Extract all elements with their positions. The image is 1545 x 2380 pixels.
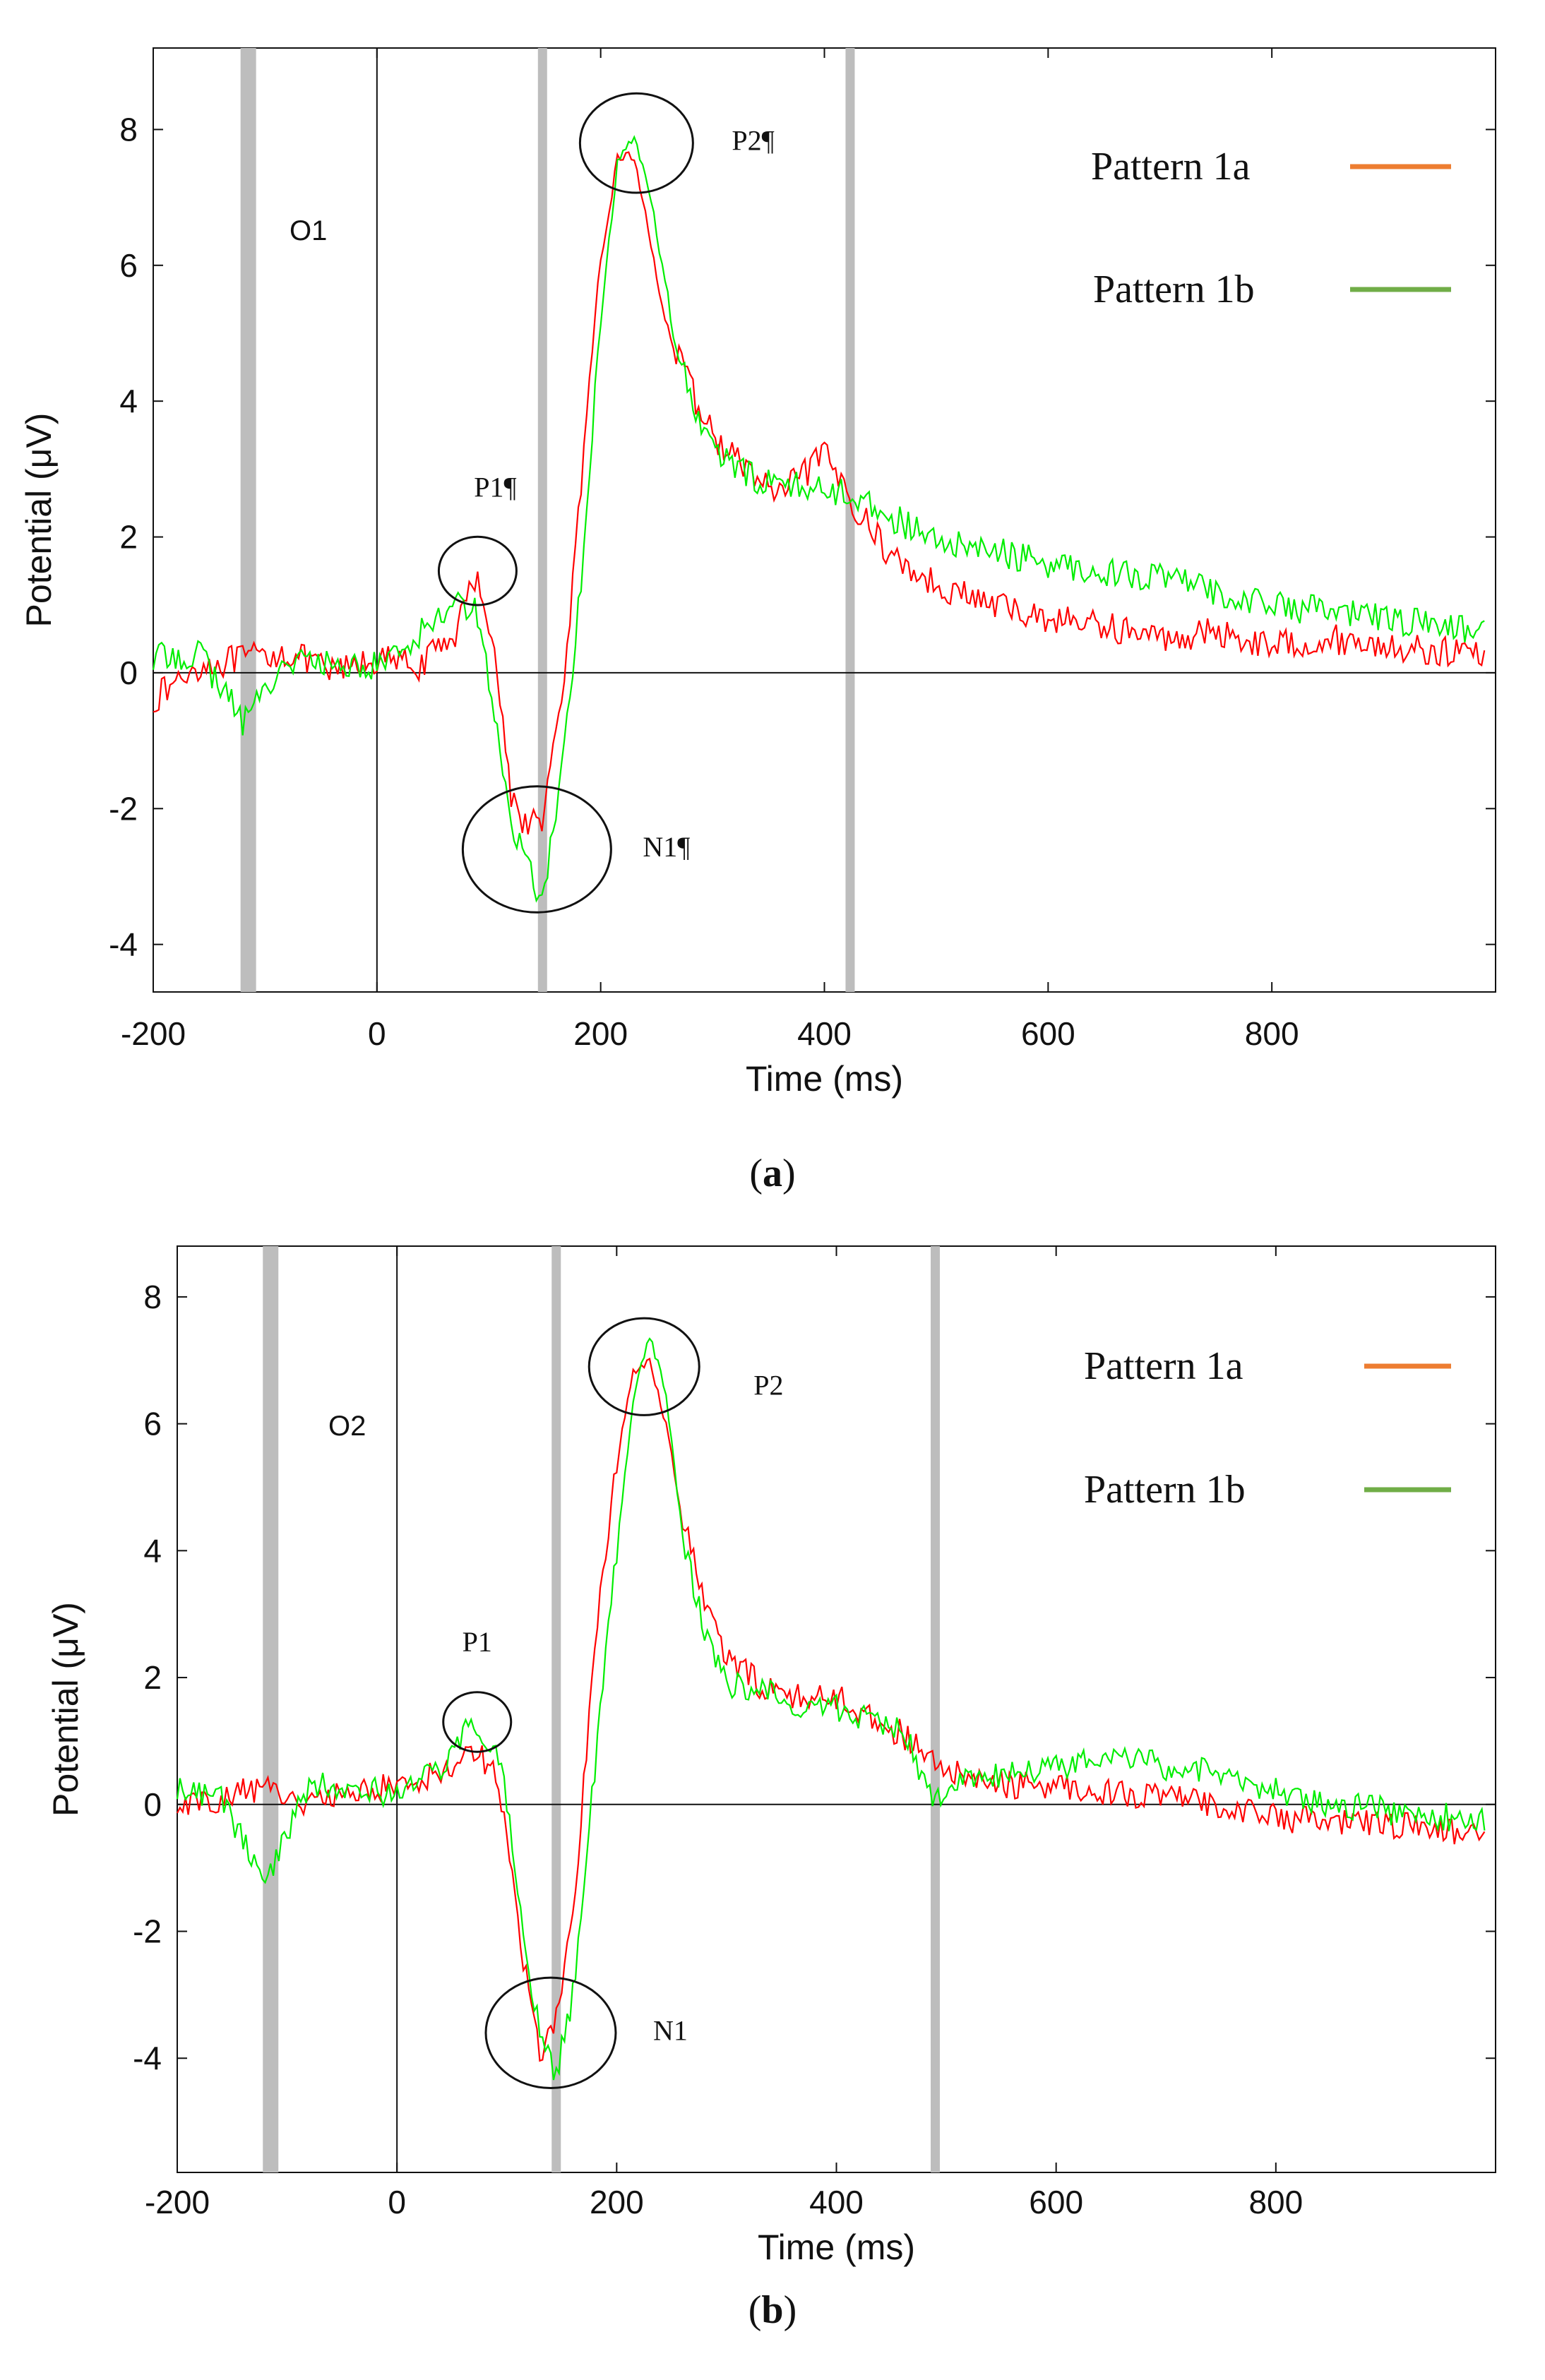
legend-label: Pattern 1b [1084, 1468, 1246, 1512]
annotation-label: N1 [653, 2014, 688, 2046]
x-tick-label: 800 [1245, 1015, 1299, 1052]
legend-label: Pattern 1a [1091, 145, 1251, 189]
y-tick-label: 4 [119, 383, 138, 419]
legend: Pattern 1a Pattern 1b [1084, 1344, 1451, 1512]
y-tick-label: 8 [119, 111, 138, 148]
x-tick-label: 400 [797, 1015, 852, 1052]
panel-caption: (b) [748, 2288, 797, 2332]
annotation-circle [461, 785, 612, 914]
y-tick-label: -2 [109, 790, 138, 827]
x-axis-title: Time (ms) [746, 1059, 903, 1099]
x-tick-label: 600 [1021, 1015, 1075, 1052]
annotation-circle [442, 1691, 513, 1753]
plot-frame [153, 47, 1496, 993]
y-tick-label: -4 [133, 2040, 162, 2076]
x-tick-label: 200 [573, 1015, 628, 1052]
x-tick-label: 0 [388, 2184, 406, 2220]
annotation-label: P1¶ [474, 472, 516, 503]
series-line-pattern-1a [177, 1357, 1486, 2062]
y-axis-title: Potential (μV) [19, 413, 59, 628]
annotation-label: N1¶ [643, 831, 690, 863]
channel-label: O2 [328, 1411, 366, 1442]
x-tick-label: -200 [145, 2184, 210, 2220]
series-line-pattern-1a [153, 151, 1486, 835]
y-tick-label: -2 [133, 1913, 162, 1950]
y-tick-label: 6 [119, 247, 138, 284]
y-tick-label: 8 [143, 1279, 162, 1315]
y-tick-label: 0 [119, 654, 138, 691]
legend: Pattern 1a Pattern 1b [1091, 145, 1451, 311]
y-tick-label: 6 [143, 1406, 162, 1442]
y-tick-label: 2 [119, 519, 138, 556]
annotation-label: P2¶ [732, 125, 774, 157]
channel-label: O1 [290, 215, 327, 246]
x-tick-label: -200 [121, 1015, 186, 1052]
legend-label: Pattern 1b [1093, 268, 1255, 311]
legend-label: Pattern 1a [1084, 1344, 1243, 1388]
y-tick-label: 0 [143, 1786, 162, 1823]
chart-panel-b: -200 0 200 400 600 800 8 6 4 2 0 -2 -4 Time (ms) Poten… [46, 1245, 1496, 2332]
annotation-circle [587, 1317, 700, 1416]
series-line-pattern-1b [152, 135, 1485, 903]
plot-frame [177, 1245, 1496, 2173]
panel-caption: (a) [749, 1152, 795, 1195]
annotation-circle [578, 92, 694, 194]
x-tick-label: 200 [590, 2184, 644, 2220]
x-tick-label: 400 [809, 2184, 864, 2220]
x-tick-label: 800 [1248, 2184, 1303, 2220]
annotation-circle [437, 535, 518, 606]
annotation-circle [484, 1976, 617, 2090]
y-tick-label: -4 [109, 926, 138, 963]
x-tick-label: 0 [368, 1015, 386, 1052]
x-tick-label: 600 [1029, 2184, 1083, 2220]
y-tick-label: 2 [143, 1659, 162, 1696]
series-line-pattern-1b [176, 1337, 1486, 2081]
x-axis-title: Time (ms) [758, 2227, 915, 2267]
annotation-label: P1 [463, 1626, 492, 1658]
y-axis-title: Potential (μV) [46, 1602, 85, 1817]
chart-panel-a: -200 0 200 400 600 800 8 6 4 2 0 -2 -4 Time (ms) Poten… [19, 47, 1496, 1195]
annotation-label: P2 [753, 1370, 783, 1401]
y-tick-label: 4 [143, 1532, 162, 1569]
